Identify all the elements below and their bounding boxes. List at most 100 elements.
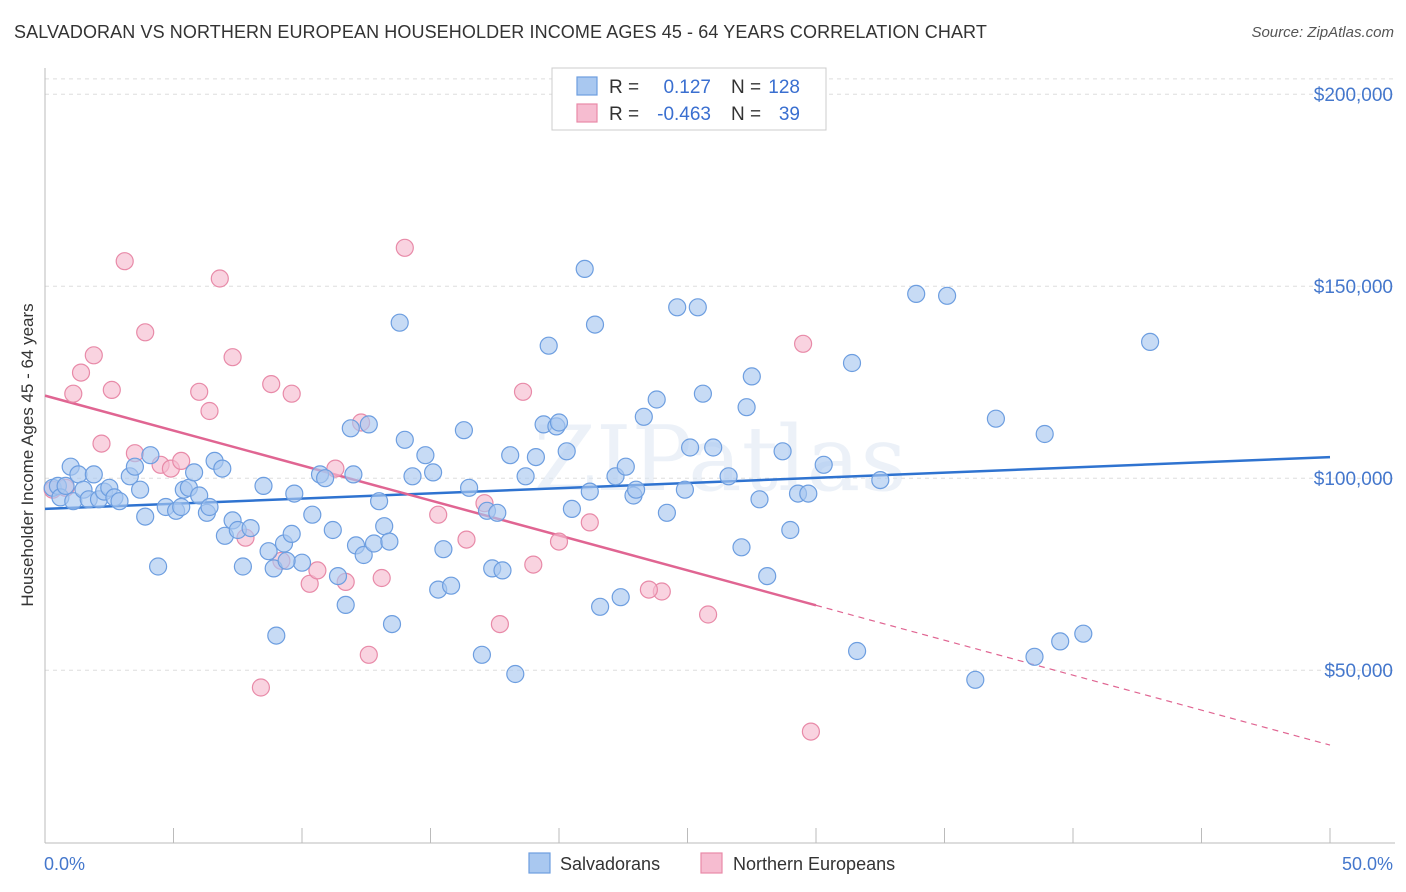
point-salvadoran xyxy=(395,430,414,449)
point-salvadoran xyxy=(488,503,507,522)
point-salvadoran xyxy=(575,259,594,278)
y-tick-label: $150,000 xyxy=(1314,277,1393,298)
point-salvadoran xyxy=(424,463,443,482)
point-salvadoran xyxy=(719,467,738,486)
bottom-legend-swatch-salvadorans xyxy=(528,852,551,874)
legend-n-label-2: N = xyxy=(731,104,761,125)
point-salvadoran xyxy=(781,520,800,540)
point-salvadoran xyxy=(758,566,777,586)
point-salvadoran xyxy=(254,476,273,495)
point-salvadoran xyxy=(359,415,378,434)
bottom-legend: Salvadorans Northern Europeans xyxy=(528,852,895,874)
point-northern-european xyxy=(549,532,569,551)
point-salvadoran xyxy=(316,469,335,488)
point-northern-european xyxy=(513,382,533,401)
y-axis-label: Householder Income Ages 45 - 64 years xyxy=(18,303,37,606)
bottom-legend-label-northern-europeans: Northern Europeans xyxy=(733,854,895,874)
point-northern-european xyxy=(251,678,270,697)
point-salvadoran xyxy=(292,553,312,572)
point-salvadoran xyxy=(370,492,389,511)
point-salvadoran xyxy=(84,465,103,484)
point-salvadoran xyxy=(141,446,160,465)
point-salvadoran xyxy=(336,595,355,615)
point-salvadoran xyxy=(668,298,687,317)
point-salvadoran xyxy=(675,480,695,499)
point-salvadoran xyxy=(277,551,296,570)
point-salvadoran xyxy=(241,518,260,538)
point-northern-european xyxy=(282,384,301,403)
x-tick-label-min: 0.0% xyxy=(44,854,85,874)
point-salvadoran xyxy=(375,517,394,536)
point-northern-european xyxy=(136,323,155,342)
point-salvadoran xyxy=(454,421,473,440)
legend-r-value-2: -0.463 xyxy=(657,104,711,125)
point-northern-european xyxy=(115,252,134,271)
data-points xyxy=(43,238,1160,741)
point-salvadoran xyxy=(634,407,653,426)
point-salvadoran xyxy=(557,442,576,461)
point-salvadoran xyxy=(704,438,723,457)
point-salvadoran xyxy=(403,467,422,486)
point-salvadoran xyxy=(626,480,646,499)
point-salvadoran xyxy=(323,520,342,540)
point-salvadoran xyxy=(506,664,525,684)
point-northern-european xyxy=(200,401,219,421)
legend-swatch-northern-europeans xyxy=(576,103,598,123)
point-salvadoran xyxy=(364,534,384,553)
point-salvadoran xyxy=(259,542,278,561)
point-salvadoran xyxy=(285,484,304,503)
point-northern-european xyxy=(92,434,111,453)
point-salvadoran xyxy=(799,484,818,503)
point-salvadoran xyxy=(986,409,1006,428)
point-salvadoran xyxy=(562,499,582,518)
point-northern-european xyxy=(580,513,599,532)
x-tick-labels: 0.0% 50.0% xyxy=(44,854,1393,874)
point-salvadoran xyxy=(442,576,461,595)
point-northern-european xyxy=(429,505,448,524)
y-tick-label: $200,000 xyxy=(1314,85,1393,106)
point-salvadoran xyxy=(750,490,769,509)
y-tick-label: $100,000 xyxy=(1314,469,1393,490)
point-salvadoran xyxy=(190,486,209,505)
point-northern-european xyxy=(801,722,821,741)
point-salvadoran xyxy=(200,497,219,517)
point-salvadoran xyxy=(354,545,373,565)
point-salvadoran xyxy=(341,419,360,438)
trend-line-northern-europeans-extrapolated xyxy=(815,604,1331,746)
legend-r-value-1: 0.127 xyxy=(663,77,711,98)
point-northern-european xyxy=(372,568,391,588)
point-salvadoran xyxy=(233,557,252,576)
point-salvadoran xyxy=(966,670,985,689)
point-salvadoran xyxy=(434,540,453,559)
point-northern-european xyxy=(490,614,509,634)
point-northern-european xyxy=(172,451,191,470)
point-salvadoran xyxy=(382,614,402,634)
chart-title: SALVADORAN VS NORTHERN EUROPEAN HOUSEHOL… xyxy=(14,22,987,42)
point-salvadoran xyxy=(693,384,713,403)
point-salvadoran xyxy=(69,465,88,484)
point-salvadoran xyxy=(460,478,479,497)
point-salvadoran xyxy=(871,471,890,490)
point-salvadoran xyxy=(303,505,322,524)
point-salvadoran xyxy=(1074,624,1093,643)
point-salvadoran xyxy=(580,482,599,501)
top-legend: R = 0.127 N = 128 R = -0.463 N = 39 xyxy=(551,67,827,131)
legend-n-value-2: 39 xyxy=(779,104,800,125)
point-salvadoran xyxy=(732,538,751,557)
point-salvadoran xyxy=(472,645,491,664)
gridlines xyxy=(45,78,1395,671)
point-salvadoran xyxy=(611,588,630,607)
legend-n-label-1: N = xyxy=(731,77,761,98)
source-note: Source: ZipAtlas.com xyxy=(1251,24,1394,41)
point-salvadoran xyxy=(773,442,792,461)
point-salvadoran xyxy=(501,446,520,465)
point-salvadoran xyxy=(814,455,833,474)
point-salvadoran xyxy=(380,532,399,551)
point-northern-european xyxy=(64,384,83,403)
point-salvadoran xyxy=(680,438,700,457)
point-salvadoran xyxy=(688,298,707,317)
point-salvadoran xyxy=(344,465,363,484)
point-salvadoran xyxy=(149,557,168,576)
point-salvadoran xyxy=(526,448,546,467)
point-salvadoran xyxy=(1140,332,1160,351)
